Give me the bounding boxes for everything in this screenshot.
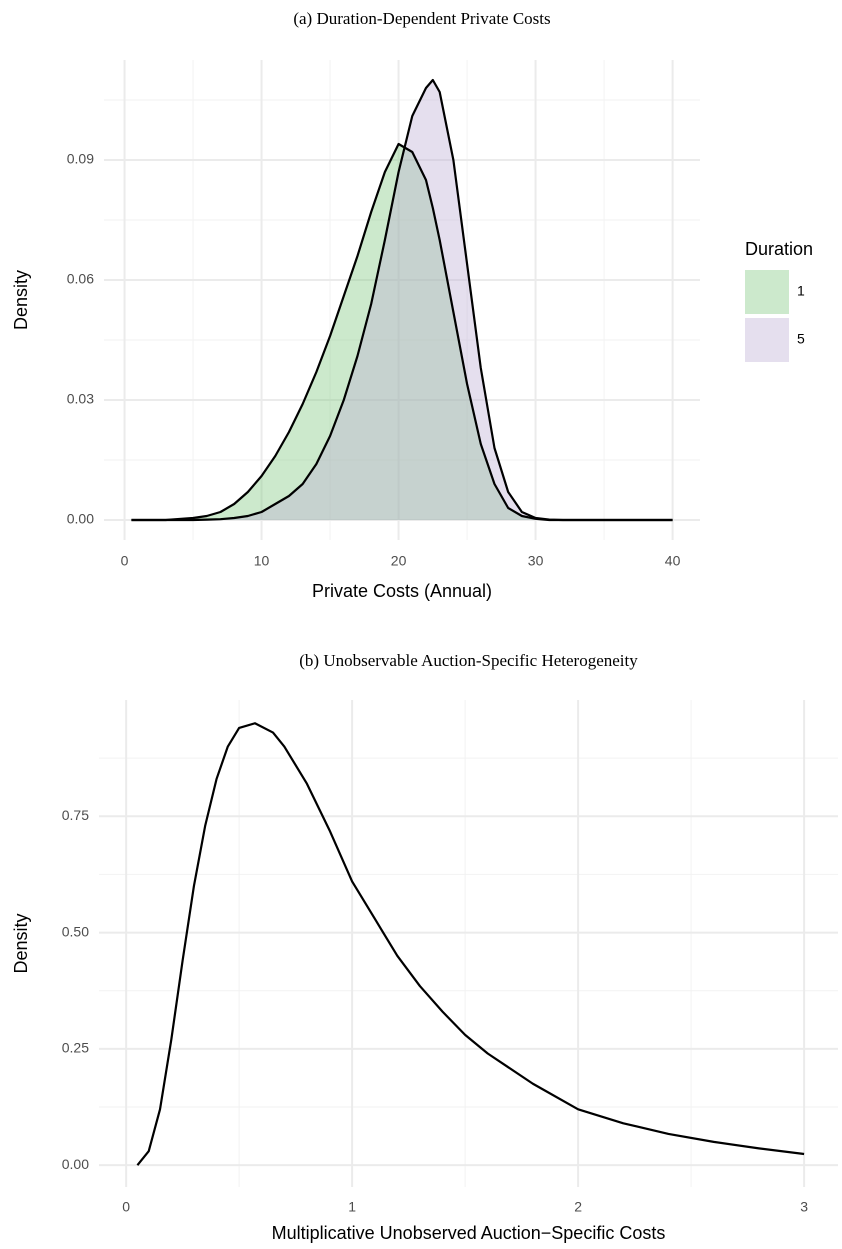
- y-axis-title: Density: [11, 913, 31, 973]
- density-line: [131, 78, 673, 522]
- legend-label: 5: [797, 331, 805, 347]
- y-tick-label: 0.25: [62, 1040, 89, 1056]
- y-tick-label: 0.00: [67, 511, 94, 527]
- y-tick-label: 0.75: [62, 807, 89, 823]
- legend-label: 1: [797, 283, 805, 299]
- x-tick-label: 20: [391, 553, 407, 569]
- x-tick-label: 30: [528, 553, 544, 569]
- x-tick-label: 0: [122, 1199, 130, 1215]
- y-tick-label: 0.50: [62, 923, 89, 939]
- density-area: [131, 144, 673, 520]
- x-tick-label: 0: [121, 553, 129, 569]
- legend-key: [745, 318, 789, 362]
- density-line: [131, 142, 673, 522]
- chart-title: (a) Duration-Dependent Private Costs: [293, 9, 550, 28]
- density-area: [131, 80, 673, 520]
- x-tick-label: 10: [254, 553, 270, 569]
- x-tick-label: 2: [574, 1199, 582, 1215]
- legend-key: [745, 270, 789, 314]
- legend-title: Duration: [745, 239, 813, 259]
- x-tick-label: 3: [800, 1199, 808, 1215]
- y-tick-label: 0.06: [67, 271, 94, 287]
- y-tick-label: 0.00: [62, 1156, 89, 1172]
- x-tick-label: 1: [348, 1199, 356, 1215]
- x-tick-label: 40: [665, 553, 681, 569]
- y-tick-label: 0.09: [67, 151, 94, 167]
- y-axis-title: Density: [11, 270, 31, 330]
- density-line: [136, 722, 805, 1166]
- chart-title: (b) Unobservable Auction-Specific Hetero…: [299, 651, 638, 670]
- x-axis-title: Multiplicative Unobserved Auction−Specif…: [272, 1223, 666, 1243]
- x-axis-title: Private Costs (Annual): [312, 581, 492, 601]
- y-tick-label: 0.03: [67, 391, 94, 407]
